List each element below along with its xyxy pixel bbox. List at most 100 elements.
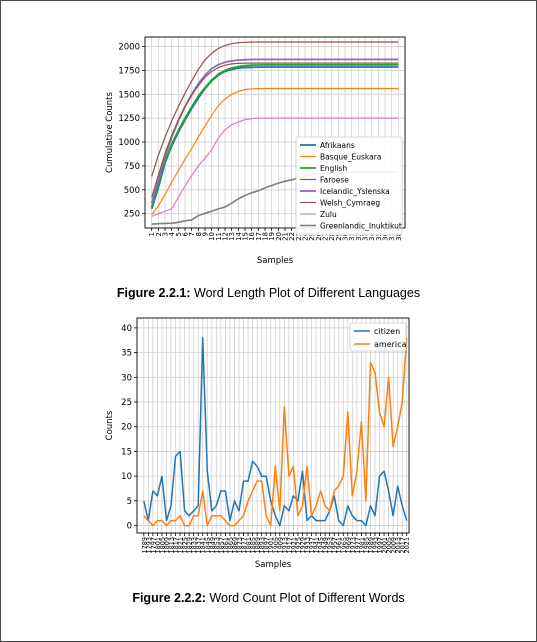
x-tick-label: 1829 [186,537,194,554]
series-line-america [143,337,408,527]
legend-box [295,136,403,236]
x-tick-label: 1997 [376,537,384,554]
y-tick-label: 5 [127,497,132,507]
x-tick-label: 1949 [322,537,330,554]
x-tick-label: 1909 [276,537,284,554]
legend-entry: citizen [374,327,400,336]
x-tick-label: 1821 [177,537,185,554]
figure-label-1: Figure 2.2.1: [116,286,191,300]
figure-label-2: Figure 2.2.2: [132,591,206,605]
x-tick-label: 16 [248,231,256,240]
x-tick-label: 1817 [172,537,180,554]
x-tick-label: 15 [242,232,250,241]
x-tick-label: 1849 [208,537,216,554]
x-tick-label: 1889 [254,537,262,554]
x-tick-label: 9 [202,232,210,236]
x-tick-label: 8 [195,232,203,236]
x-tick-label: 1809 [163,537,171,554]
x-tick-label: 1933 [304,537,312,554]
x-tick-label: 1929 [299,537,307,554]
x-tick-label: 10 [208,232,216,241]
y-tick-label: 750 [124,162,140,172]
x-tick-label: 1837 [195,537,203,554]
x-tick-label: 36 [382,231,390,240]
x-tick-label: 1945 [317,537,325,554]
figure-text-2: Word Count Plot of Different Words [205,591,405,605]
x-tick-label: 1833 [190,537,198,554]
x-tick-label: 35 [375,232,383,241]
x-tick-label: 2005 [385,537,393,554]
legend-entry: Basque_Euskara [320,153,381,162]
x-tick-label: 30 [342,232,350,241]
x-tick-label: 17 [255,232,263,241]
x-tick-label: 28 [328,232,336,241]
x-tick-label: 1881 [245,537,253,554]
x-tick-label: 1953 [326,537,334,554]
x-tick-label: 1873 [236,537,244,554]
figure-caption-1: Figure 2.2.1: Word Length Plot of Differ… [0,286,537,300]
y-axis-label: Cumulative Counts [105,91,115,172]
legend-entry: america [374,340,407,349]
y-tick-label: 1250 [118,114,140,124]
x-tick-label: 22 [288,232,296,241]
x-tick-label: 1969 [344,537,352,554]
plot-frame [144,36,406,229]
series-line-citizen [143,337,408,527]
y-tick-label: 40 [121,324,132,334]
x-tick-label: 13 [228,232,236,241]
legend-entry: English [320,164,347,173]
series-line-faroese [151,41,399,177]
x-tick-label: 1961 [335,537,343,554]
x-tick-label: 1841 [199,537,207,554]
x-tick-label: 21 [282,232,290,241]
x-tick-label: 1805 [158,537,166,554]
x-tick-label: 1877 [240,537,248,554]
x-tick-label: 1985 [362,537,370,554]
x-tick-label: 1917 [285,537,293,554]
x-tick-label: 1965 [340,537,348,554]
x-tick-label: 7 [188,232,196,236]
x-tick-label: 1977 [353,537,361,554]
x-tick-label: 1973 [349,537,357,554]
x-tick-label: 1937 [308,537,316,554]
x-tick-label: 1957 [331,537,339,554]
x-tick-label: 37 [388,232,396,241]
x-tick-label: 1857 [217,537,225,554]
x-tick-label: 1853 [213,537,221,554]
series-line-zulu [151,117,399,218]
chart-2: 0 5 10 15 20 25 30 35 40 178917931797180118051809… [105,317,411,570]
x-tick-label: 31 [348,232,356,241]
x-tick-label: 1993 [372,537,380,554]
y-tick-label: 30 [121,373,132,383]
x-tick-label: 23 [295,232,303,241]
x-tick-label: 1845 [204,537,212,554]
series-line-icelandic-yslenska [150,58,399,204]
legend-entry: Welsh_Cymraeg [320,199,380,208]
x-tick-label: 1865 [226,537,234,554]
x-tick-label: 18 [262,232,270,241]
x-tick-label: 1789 [140,537,148,554]
plot-frame [136,317,410,534]
x-tick-label: 2 [155,232,163,236]
y-tick-label: 25 [121,398,132,408]
x-tick-label: 1825 [181,537,189,554]
legend-entry: Zulu [320,210,337,219]
x-tick-label: 29 [335,232,343,241]
legend-entry: Faroese [320,176,349,185]
x-tick-label: 1813 [168,537,176,554]
y-tick-label: 0 [127,522,132,532]
x-tick-label: 1981 [358,537,366,554]
x-axis-label: Samples [255,560,292,570]
y-tick-label: 1750 [118,66,140,76]
x-tick-label: 1905 [272,537,280,554]
series-line-basque-euskara [151,87,399,215]
x-tick-label: 34 [368,231,376,240]
chart-1: 2505007501000125015001750200012345678910… [105,36,406,266]
x-tick-label: 1921 [290,537,298,554]
x-tick-label: 4 [168,231,176,236]
x-tick-label: 24 [302,231,310,240]
series-line-english [150,64,399,208]
x-tick-label: 1893 [258,537,266,554]
